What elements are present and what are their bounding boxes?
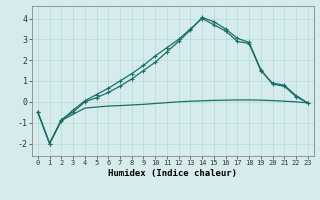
X-axis label: Humidex (Indice chaleur): Humidex (Indice chaleur) [108, 169, 237, 178]
